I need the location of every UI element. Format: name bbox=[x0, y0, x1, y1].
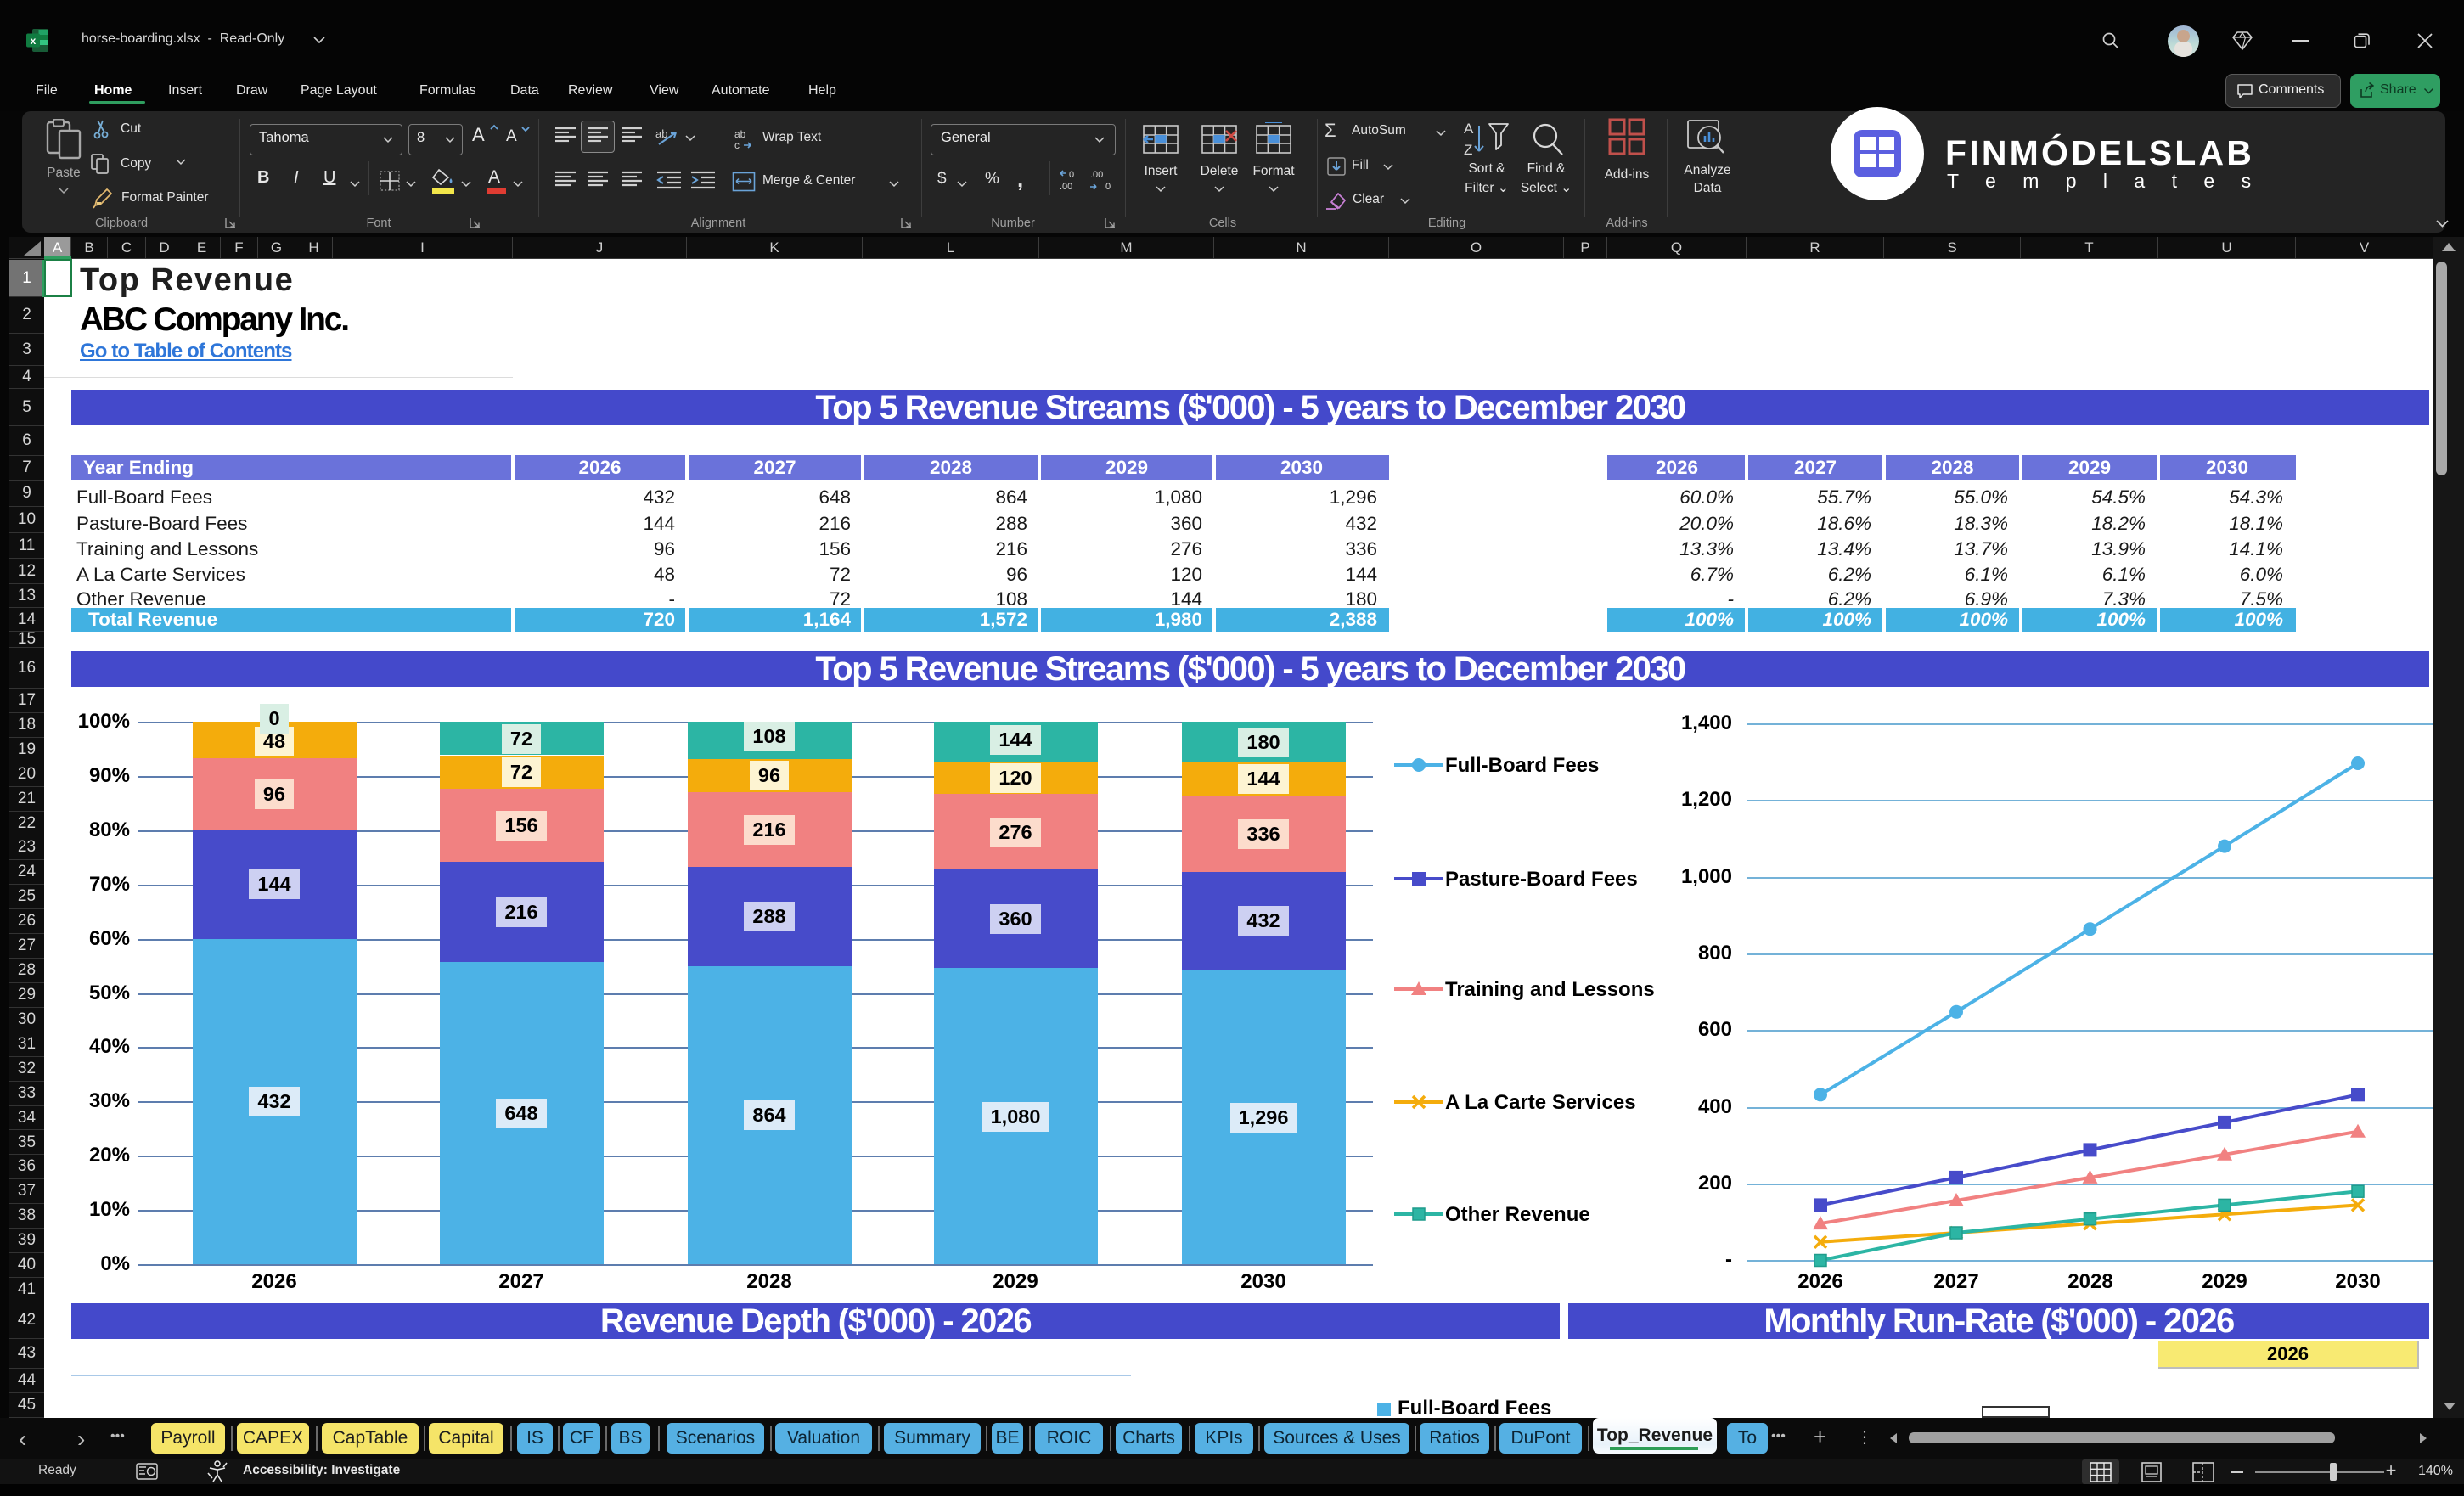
svg-text:0: 0 bbox=[1105, 182, 1111, 192]
svg-text:.00: .00 bbox=[1060, 182, 1072, 192]
svg-text:ab: ab bbox=[655, 127, 667, 140]
svg-text:A: A bbox=[1464, 121, 1474, 137]
svg-text:Full-Board Fees: Full-Board Fees bbox=[1445, 754, 1599, 777]
svg-text:Pasture-Board Fees: Pasture-Board Fees bbox=[1445, 868, 1638, 891]
svg-text:x: x bbox=[31, 35, 37, 47]
svg-text:ab: ab bbox=[734, 128, 746, 140]
svg-text:0: 0 bbox=[1069, 170, 1074, 180]
svg-text:Training and Lessons: Training and Lessons bbox=[1445, 978, 1655, 1001]
svg-text:Z: Z bbox=[1464, 142, 1472, 158]
svg-text:Other Revenue: Other Revenue bbox=[1445, 1203, 1590, 1226]
svg-text:.00: .00 bbox=[1090, 170, 1103, 180]
svg-text:A La Carte Services: A La Carte Services bbox=[1445, 1091, 1636, 1114]
svg-text:c: c bbox=[734, 139, 740, 151]
